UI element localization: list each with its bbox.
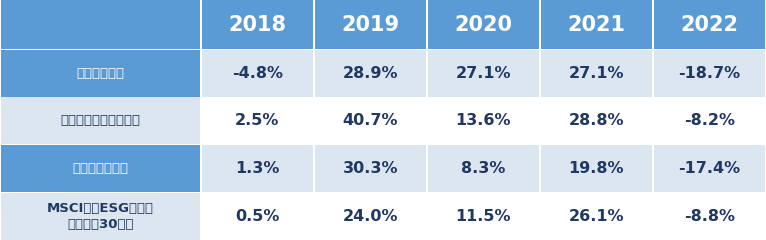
Bar [202,145,313,192]
Text: 26.1%: 26.1% [568,209,624,224]
Bar [541,193,652,240]
Text: 臺灣加權指數: 臺灣加權指數 [77,66,124,79]
Text: 13.6%: 13.6% [456,113,511,128]
Text: 30.3%: 30.3% [342,161,398,176]
Text: -8.2%: -8.2% [684,113,735,128]
Text: 19.8%: 19.8% [568,161,624,176]
Text: 2022: 2022 [680,15,738,35]
Text: 特選臺灣科技優息指數: 特選臺灣科技優息指數 [61,114,140,127]
Bar [2,0,199,49]
Bar [202,97,313,144]
Bar [428,0,538,49]
Bar [202,0,313,49]
Bar [428,97,538,144]
Bar [202,193,313,240]
Text: -17.4%: -17.4% [679,161,741,176]
Bar [654,193,764,240]
Bar [428,145,538,192]
Text: 28.8%: 28.8% [568,113,624,128]
Text: 11.5%: 11.5% [456,209,511,224]
Bar [541,145,652,192]
Bar [541,50,652,96]
Text: MSCI臺灣ESG永續高
股息精選30指數: MSCI臺灣ESG永續高 股息精選30指數 [47,202,154,231]
Bar [541,0,652,49]
Bar [654,97,764,144]
Text: 2.5%: 2.5% [235,113,280,128]
Bar [315,145,426,192]
Text: 40.7%: 40.7% [342,113,398,128]
Bar [2,193,199,240]
Text: 1.3%: 1.3% [235,161,280,176]
Bar [202,50,313,96]
Text: 8.3%: 8.3% [461,161,506,176]
Bar [2,97,199,144]
Text: 24.0%: 24.0% [342,209,398,224]
Text: 0.5%: 0.5% [235,209,280,224]
Bar [428,50,538,96]
Bar [315,0,426,49]
Bar [654,50,764,96]
Bar [2,145,199,192]
Bar [315,50,426,96]
Text: 2018: 2018 [228,15,286,35]
Text: 27.1%: 27.1% [456,66,511,81]
Text: -18.7%: -18.7% [679,66,741,81]
Text: -4.8%: -4.8% [232,66,283,81]
Bar [315,193,426,240]
Text: 2021: 2021 [568,15,625,35]
Bar [654,0,764,49]
Bar [2,50,199,96]
Bar [654,145,764,192]
Text: 2019: 2019 [341,15,399,35]
Text: -8.8%: -8.8% [684,209,735,224]
Text: 27.1%: 27.1% [568,66,624,81]
Text: 28.9%: 28.9% [342,66,398,81]
Bar [428,193,538,240]
Bar [541,97,652,144]
Text: 臺灣高股息指數: 臺灣高股息指數 [72,162,129,175]
Text: 2020: 2020 [454,15,512,35]
Bar [315,97,426,144]
